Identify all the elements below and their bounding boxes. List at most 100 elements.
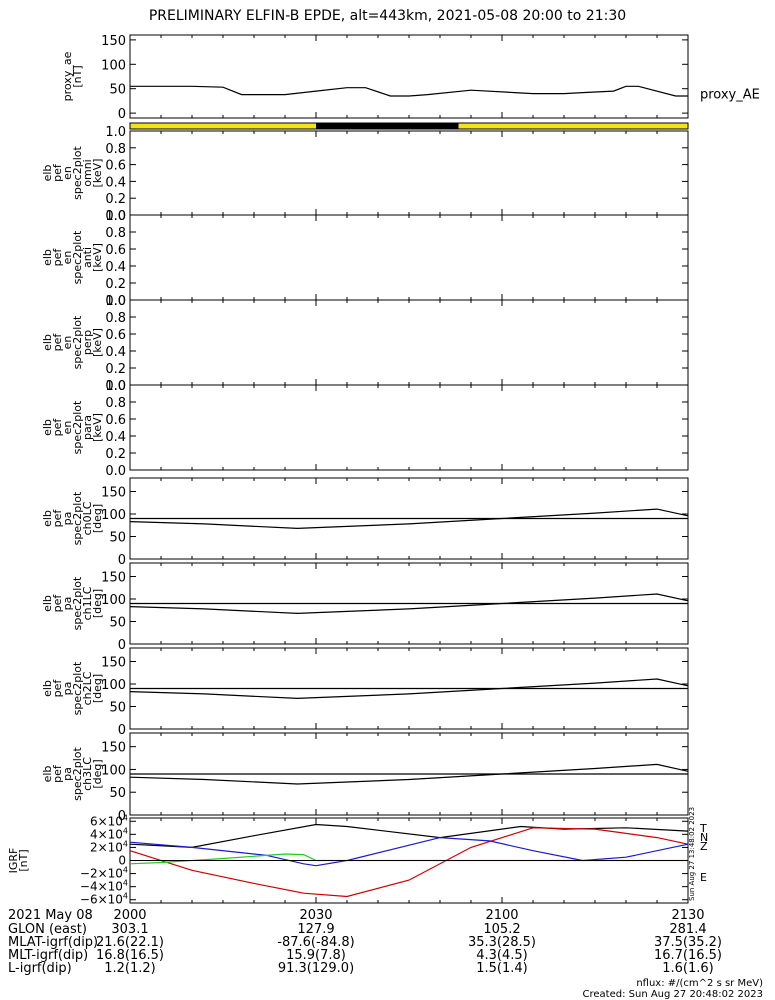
series-line-pa_ch3LC-1	[129, 763, 689, 785]
xaxis-row-value: -87.6(-84.8)	[277, 935, 354, 950]
ylabel-line: pa	[61, 512, 74, 526]
panel-frame-en_omni	[129, 130, 689, 216]
ylabel-line: spec2plot	[71, 315, 84, 369]
bar-segment-1	[316, 123, 459, 129]
ytick-label: 0.8	[105, 226, 126, 241]
ytick-label: 50	[109, 83, 126, 98]
ylabel-line: elb	[41, 680, 54, 697]
ylabel-line: elb	[41, 334, 54, 351]
ytick-label: 50	[109, 531, 126, 546]
ytick-label: 0.0	[105, 379, 126, 394]
page-title: PRELIMINARY ELFIN-B EPDE, alt=443km, 202…	[148, 8, 627, 24]
ytick-label: 0	[118, 809, 126, 824]
ylabel-line: en	[61, 166, 74, 180]
ytick-label: 100	[101, 58, 126, 73]
xaxis-tick-label: 2000	[113, 908, 146, 923]
ylabel-line: omni	[81, 159, 94, 186]
ytick-label: 1.0	[105, 379, 126, 394]
ytick-label: 0.2	[105, 192, 126, 207]
xaxis-row-value: 37.5(35.2)	[654, 935, 722, 950]
ytick-label: −6×104	[80, 892, 128, 907]
side-timestamp: Sun Aug 27 13:48:02 2023	[688, 807, 696, 901]
xaxis-row-value: 16.7(16.5)	[654, 948, 722, 963]
ytick-label: 0.6	[105, 328, 126, 343]
xaxis-row-label: 2021 May 08	[8, 908, 93, 923]
ylabel-line: pef	[51, 418, 64, 437]
ylabel-line: ch0LC	[81, 501, 94, 535]
xaxis-row-value: 1.2(1.2)	[104, 961, 156, 976]
legend-label-T: T	[699, 822, 707, 835]
panel-frame-en_perp	[129, 299, 689, 386]
ytick-label: 0.4	[105, 430, 126, 445]
ytick-label: 0.2	[105, 362, 126, 377]
ylabel-line: spec2plot	[71, 400, 84, 454]
ytick-label: 0.6	[105, 243, 126, 258]
ylabel-line: spec2plot	[71, 747, 84, 801]
ytick-label: 0.0	[105, 464, 126, 479]
panel-frame-en_anti	[129, 214, 689, 301]
xaxis-row-label: L-igrf(dip)	[8, 961, 72, 976]
ylabel-line: ch3LC	[81, 757, 94, 791]
xaxis-tick-label: 2130	[671, 908, 704, 923]
ylabel-line: pef	[51, 163, 64, 182]
ylabel-line: spec2plot	[71, 230, 84, 284]
ytick-label: 0.0	[105, 209, 126, 224]
ytick-label: −2×104	[80, 866, 128, 881]
xaxis-row-value: 16.8(16.5)	[96, 948, 164, 963]
ylabel-line: pef	[51, 248, 64, 267]
ylabel-line: perp	[81, 330, 94, 355]
ytick-label: −4×104	[80, 879, 128, 894]
ytick-label: 50	[109, 701, 126, 716]
xaxis-row-value: 105.2	[483, 922, 520, 937]
panel-frame-en_para	[129, 384, 689, 471]
ytick-label: 2×104	[90, 839, 128, 854]
xaxis-tick-label: 2100	[485, 908, 518, 923]
ytick-label: 0.4	[105, 260, 126, 275]
ylabel-line: elb	[41, 510, 54, 527]
bar-frame	[129, 122, 689, 130]
series-line-bgrf-2	[129, 836, 689, 867]
ylabel-line: pef	[51, 764, 64, 783]
ytick-label: 100	[101, 508, 126, 523]
legend-label-E: E	[700, 871, 707, 884]
ylabel-line: spec2plot	[71, 491, 84, 545]
xaxis-row-value: 15.9(7.8)	[286, 948, 346, 963]
ytick-label: 0.8	[105, 142, 126, 157]
ytick-label: 100	[101, 593, 126, 608]
ytick-label: 0.6	[105, 413, 126, 428]
ytick-label: 0	[118, 723, 126, 738]
ylabel-line: [keV]	[91, 159, 104, 188]
bar-segment-2	[458, 123, 688, 129]
xaxis-row-label: MLAT-igrf(dip)	[8, 935, 98, 950]
ylabel-line: pef	[51, 594, 64, 613]
ylabel-line: proxy_ae	[61, 51, 74, 101]
ytick-label: 0.8	[105, 396, 126, 411]
ylabel-line: [nT]	[71, 65, 84, 87]
xaxis-row-value: 1.5(1.4)	[476, 961, 528, 976]
ytick-label: 0.8	[105, 311, 126, 326]
ylabel-line: [keV]	[91, 243, 104, 272]
ytick-label: 0.6	[105, 159, 126, 174]
ylabel-line: ch2LC	[81, 671, 94, 705]
ytick-label: 1.0	[105, 294, 126, 309]
ylabel-line: pa	[61, 767, 74, 781]
ylabel-line: elb	[41, 595, 54, 612]
ylabel-line: anti	[81, 247, 94, 268]
xaxis-row-value: 21.6(22.1)	[96, 935, 164, 950]
xaxis-row-value: 35.3(28.5)	[468, 935, 536, 950]
ytick-label: 150	[101, 34, 126, 49]
ylabel-line: [keV]	[91, 328, 104, 357]
legend-proxy-ae: proxy_AE	[700, 88, 760, 103]
ytick-label: 0.2	[105, 277, 126, 292]
ylabel-line: pef	[51, 333, 64, 352]
ylabel-line: elb	[41, 419, 54, 436]
ytick-label: 50	[109, 786, 126, 801]
ylabel-line: pef	[51, 509, 64, 528]
series-line-pa_ch2LC-1	[129, 678, 689, 700]
ylabel-line: spec2plot	[71, 661, 84, 715]
series-line-pa_ch1LC-1	[129, 593, 689, 615]
xaxis-row-value: 1.6(1.6)	[662, 961, 714, 976]
xaxis-row-value: 281.4	[669, 922, 706, 937]
ylabel-line: elb	[41, 165, 54, 182]
